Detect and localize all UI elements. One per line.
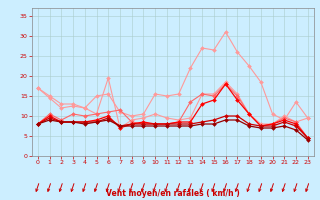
Text: Vent moyen/en rafales ( km/h ): Vent moyen/en rafales ( km/h ) bbox=[106, 189, 240, 198]
